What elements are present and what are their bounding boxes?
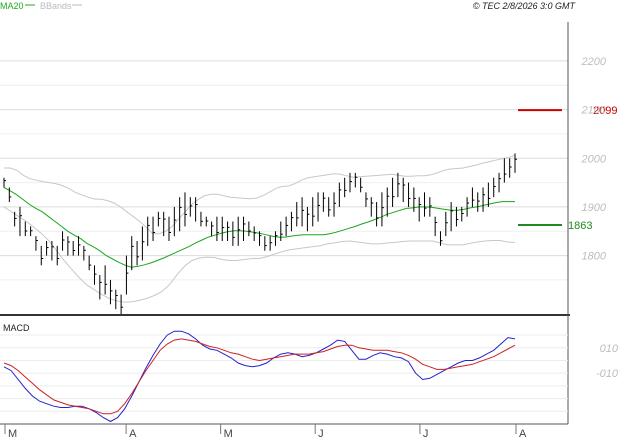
watermark-text: © TEC 2/8/2026 3:0 GMT	[473, 1, 577, 11]
price-tick-label: 1800	[582, 251, 607, 263]
price-axis-ticks: 1800 1900 2000 2100 2200	[581, 56, 607, 263]
macd-axis-ticks: 010 -010	[596, 343, 619, 380]
price-tick-label: 2100	[581, 105, 607, 117]
macd-signal-line	[3, 338, 516, 415]
legend-bbands-label: BBands	[40, 1, 72, 11]
resistance-label: 2099	[593, 105, 617, 117]
price-tick-label: 1900	[582, 202, 607, 214]
macd-line	[3, 330, 516, 423]
macd-series	[3, 330, 516, 423]
month-label: A	[129, 428, 137, 440]
main-plot-area	[0, 22, 568, 314]
bband-lower-line	[3, 206, 516, 303]
macd-grid	[0, 334, 568, 412]
bollinger-bands	[3, 154, 516, 303]
macd-panel-label: MACD	[3, 323, 30, 333]
month-label: M	[8, 428, 17, 440]
legend-ma20-label: MA20	[0, 1, 24, 11]
month-label: M	[224, 428, 233, 440]
bband-upper-line	[4, 154, 516, 235]
month-label: J	[318, 428, 324, 440]
macd-tick-label: -010	[596, 368, 619, 380]
month-label: A	[519, 428, 527, 440]
legend: MA20 BBands	[0, 1, 82, 11]
macd-tick-label: 010	[600, 343, 619, 355]
price-tick-label: 2000	[581, 153, 607, 165]
month-label: J	[423, 428, 429, 440]
price-levels: 2099 1863	[518, 105, 617, 232]
price-bars	[3, 153, 517, 314]
support-label: 1863	[568, 220, 592, 232]
price-tick-label: 2200	[581, 56, 607, 68]
